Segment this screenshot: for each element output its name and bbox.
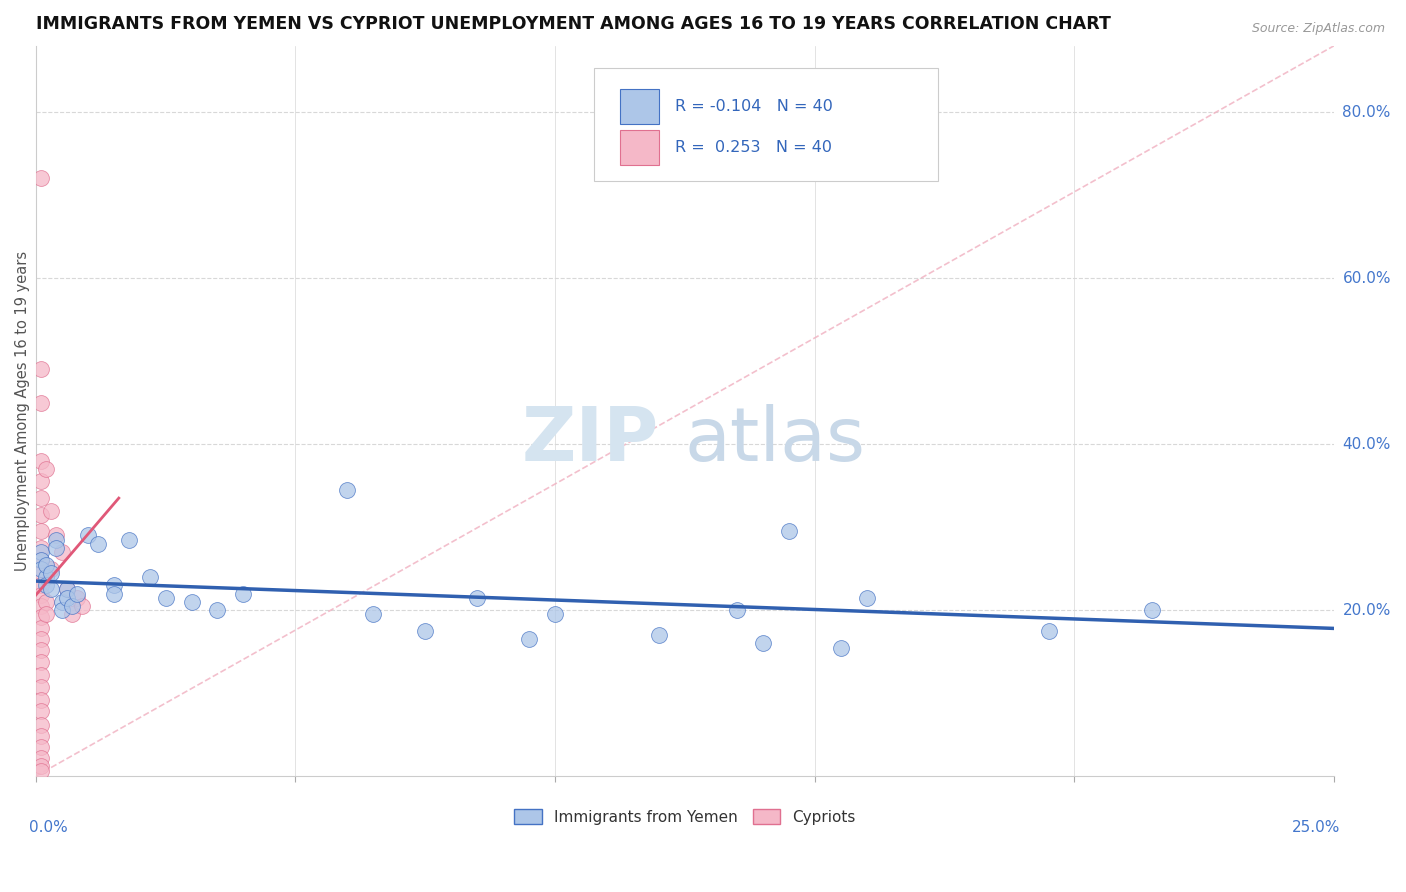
Point [30,622,52,636]
Point [35,578,58,592]
Point [35,570,58,584]
Point [30,643,52,657]
Text: 60.0%: 60.0% [1343,270,1391,285]
Point [30,705,52,719]
Point [30,588,52,602]
Point [35,607,58,622]
Point [66,586,89,600]
Point [30,693,52,707]
Bar [620,130,659,166]
Y-axis label: Unemployment Among Ages 16 to 19 years: Unemployment Among Ages 16 to 19 years [15,251,30,571]
Point [30,454,52,468]
Text: atlas: atlas [685,404,866,476]
Point [30,717,52,731]
Point [30,740,52,755]
Point [30,395,52,409]
Text: R = -0.104   N = 40: R = -0.104 N = 40 [675,99,832,114]
Text: ZIP: ZIP [522,404,659,476]
Point [45,533,67,547]
Text: Source: ZipAtlas.com: Source: ZipAtlas.com [1251,22,1385,36]
Point [855,591,877,605]
Point [155,591,177,605]
Point [51,545,73,559]
Point [336,483,359,497]
Point [30,632,52,647]
Point [103,578,125,592]
Point [35,462,58,476]
Point [72,599,94,613]
Text: 25.0%: 25.0% [1292,820,1341,835]
Text: 20.0%: 20.0% [1343,603,1391,617]
Point [413,624,436,638]
Point [30,655,52,669]
Point [232,586,254,600]
Point [60,607,83,622]
Point [30,508,52,522]
Point [39,562,62,576]
Point [56,582,79,597]
Text: R =  0.253   N = 40: R = 0.253 N = 40 [675,140,831,155]
Point [30,764,52,779]
Point [45,528,67,542]
Text: 0.0%: 0.0% [30,820,67,835]
Point [30,553,52,567]
Point [39,566,62,580]
Point [517,632,540,647]
Point [1142,603,1164,617]
Point [30,171,52,186]
Point [35,558,58,572]
Point [465,591,488,605]
Point [51,595,73,609]
Legend: Immigrants from Yemen, Cypriots: Immigrants from Yemen, Cypriots [508,803,862,830]
Point [830,640,852,655]
Text: IMMIGRANTS FROM YEMEN VS CYPRIOT UNEMPLOYMENT AMONG AGES 16 TO 19 YEARS CORRELAT: IMMIGRANTS FROM YEMEN VS CYPRIOT UNEMPLO… [35,15,1111,33]
Point [39,503,62,517]
Point [103,586,125,600]
Point [544,607,567,622]
Point [752,636,775,650]
Bar [620,89,659,124]
Point [30,680,52,694]
Point [30,566,52,580]
Point [30,491,52,505]
Text: 40.0%: 40.0% [1343,436,1391,451]
Point [139,570,162,584]
Point [30,599,52,613]
Point [30,475,52,489]
Point [87,537,110,551]
Point [66,591,89,605]
Point [39,582,62,597]
Point [778,524,800,539]
Point [30,751,52,765]
Point [30,545,52,559]
Point [30,524,52,539]
Point [725,603,748,617]
Point [30,553,52,567]
Point [30,609,52,624]
Point [56,582,79,597]
FancyBboxPatch shape [595,68,938,181]
Text: 80.0%: 80.0% [1343,104,1391,120]
Point [180,595,202,609]
Point [30,578,52,592]
Point [30,541,52,555]
Point [60,599,83,613]
Point [35,595,58,609]
Point [1038,624,1060,638]
Point [363,607,385,622]
Point [30,759,52,773]
Point [118,533,141,547]
Point [30,562,52,576]
Point [30,668,52,682]
Point [648,628,671,642]
Point [56,591,79,605]
Point [76,528,98,542]
Point [51,603,73,617]
Point [207,603,229,617]
Point [45,541,67,555]
Point [30,729,52,743]
Point [30,362,52,376]
